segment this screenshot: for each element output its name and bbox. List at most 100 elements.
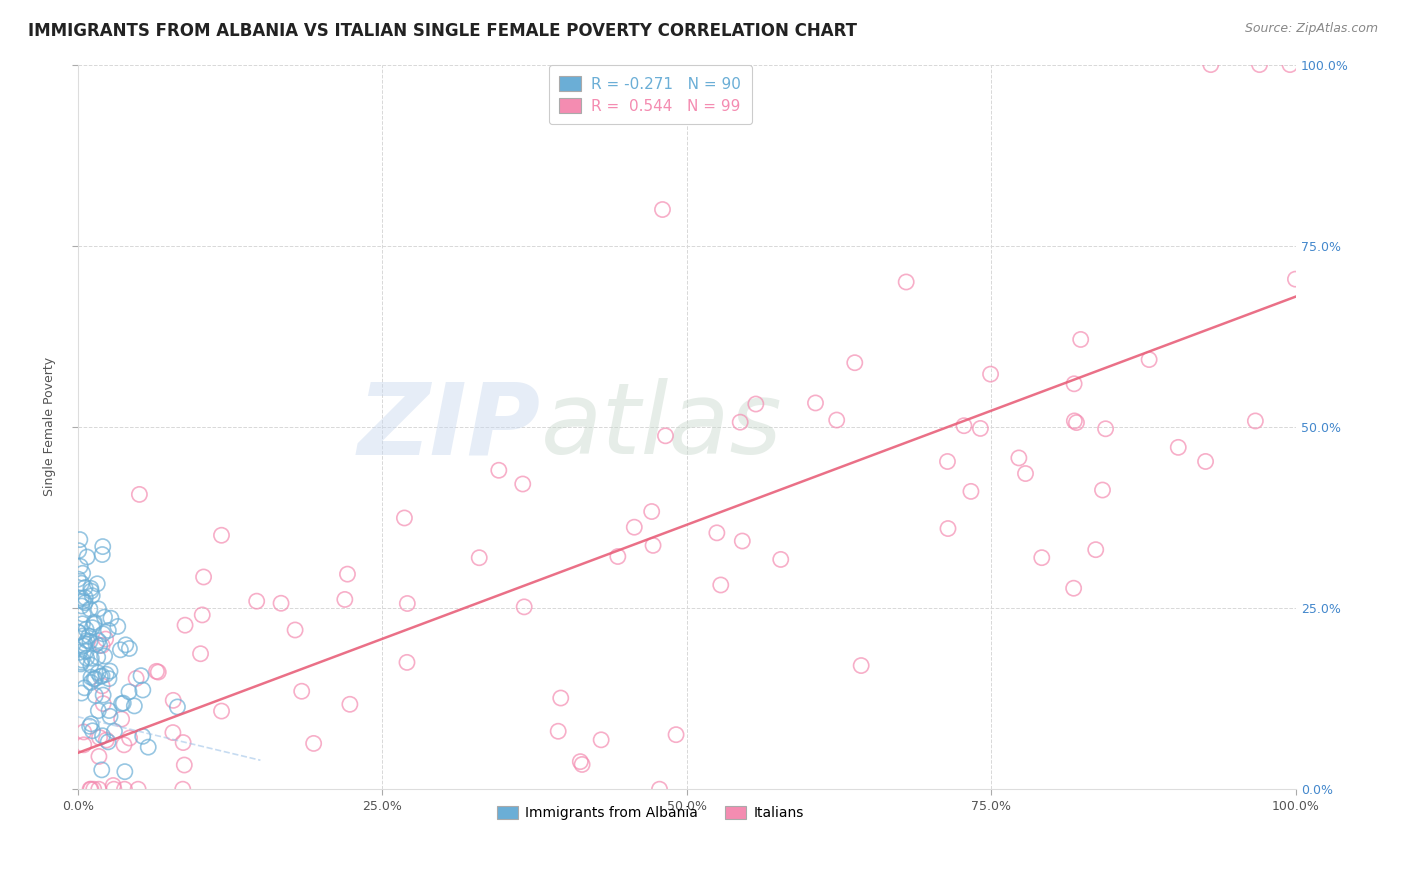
Point — [79, 719, 101, 733]
Point — [1094, 422, 1116, 436]
Point — [89, 669, 111, 683]
Point — [844, 356, 866, 370]
Point — [73, 738, 96, 752]
Point — [72, 639, 94, 653]
Text: ZIP: ZIP — [357, 378, 541, 475]
Point — [1091, 483, 1114, 497]
Point — [512, 477, 534, 491]
Point — [191, 607, 214, 622]
Point — [72, 607, 94, 622]
Point — [246, 594, 269, 608]
Point — [1070, 333, 1092, 347]
Point — [731, 534, 754, 549]
Point — [110, 697, 132, 711]
Point — [103, 724, 125, 739]
Point — [80, 658, 103, 673]
Point — [89, 731, 111, 745]
Point — [849, 658, 872, 673]
Point — [91, 639, 114, 653]
Point — [69, 533, 91, 547]
Point — [70, 686, 93, 700]
Point — [87, 665, 110, 680]
Point — [70, 653, 93, 667]
Point — [804, 396, 827, 410]
Point — [67, 543, 90, 558]
Point — [172, 782, 194, 797]
Point — [1284, 272, 1306, 286]
Point — [73, 636, 96, 650]
Point — [87, 633, 110, 648]
Point — [953, 418, 976, 433]
Point — [76, 633, 98, 648]
Point — [69, 645, 91, 659]
Point — [1084, 542, 1107, 557]
Point — [569, 755, 592, 769]
Point — [769, 552, 792, 566]
Point — [513, 599, 536, 614]
Point — [1199, 57, 1222, 71]
Point — [1063, 376, 1085, 391]
Point — [132, 729, 155, 743]
Point — [73, 681, 96, 695]
Point — [396, 597, 419, 611]
Point — [84, 637, 107, 651]
Point — [394, 511, 416, 525]
Point — [114, 782, 136, 797]
Point — [84, 689, 107, 703]
Point — [173, 758, 195, 772]
Point — [162, 725, 184, 739]
Point — [591, 732, 613, 747]
Point — [67, 572, 90, 586]
Point — [83, 617, 105, 632]
Point — [623, 520, 645, 534]
Point — [1014, 467, 1036, 481]
Point — [107, 619, 129, 633]
Point — [641, 504, 664, 518]
Point — [100, 611, 122, 625]
Point — [339, 698, 361, 712]
Point — [211, 704, 233, 718]
Point — [1244, 414, 1267, 428]
Point — [77, 629, 100, 643]
Point — [82, 589, 104, 603]
Point — [651, 202, 673, 217]
Point — [112, 696, 135, 710]
Point — [73, 725, 96, 739]
Text: Source: ZipAtlas.com: Source: ZipAtlas.com — [1244, 22, 1378, 36]
Point — [1278, 57, 1301, 71]
Point — [90, 763, 112, 777]
Point — [72, 594, 94, 608]
Point — [91, 540, 114, 554]
Point — [80, 582, 103, 596]
Point — [110, 642, 132, 657]
Text: IMMIGRANTS FROM ALBANIA VS ITALIAN SINGLE FEMALE POVERTY CORRELATION CHART: IMMIGRANTS FROM ALBANIA VS ITALIAN SINGL… — [28, 22, 858, 40]
Point — [80, 670, 103, 684]
Point — [70, 655, 93, 669]
Point — [127, 782, 149, 797]
Point — [67, 625, 90, 640]
Point — [70, 576, 93, 591]
Point — [87, 602, 110, 616]
Point — [82, 621, 104, 635]
Point — [91, 729, 114, 743]
Point — [75, 644, 97, 658]
Point — [136, 740, 159, 755]
Point — [284, 623, 307, 637]
Point — [571, 757, 593, 772]
Point — [91, 688, 114, 702]
Point — [1063, 581, 1085, 595]
Point — [114, 764, 136, 779]
Point — [118, 685, 141, 699]
Point — [111, 712, 134, 726]
Point — [91, 697, 114, 711]
Point — [1167, 441, 1189, 455]
Point — [72, 629, 94, 643]
Point — [97, 735, 120, 749]
Point — [89, 639, 111, 653]
Point — [1066, 416, 1088, 430]
Point — [70, 599, 93, 613]
Point — [98, 664, 121, 678]
Point — [101, 779, 124, 793]
Point — [93, 648, 115, 663]
Point — [1194, 454, 1216, 468]
